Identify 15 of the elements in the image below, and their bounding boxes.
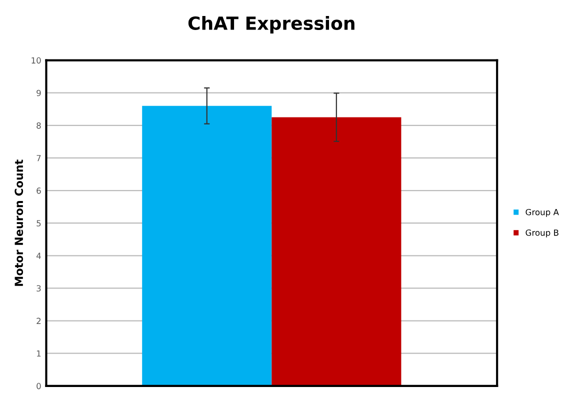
legend-label: Group B: [526, 230, 558, 238]
y-tick-label: 10: [32, 57, 41, 64]
y-tick-label: 9: [36, 90, 41, 96]
y-tick-label: 0: [36, 382, 41, 390]
y-tick-label: 2: [36, 318, 41, 324]
y-tick-label: 7: [36, 155, 41, 162]
y-tick-label: 6: [36, 188, 41, 194]
legend-label: Group A: [526, 208, 559, 217]
y-tick-label: 3: [36, 285, 41, 292]
y-tick-label: 5: [36, 220, 41, 226]
chart-title: ChAT Expression: [188, 16, 354, 34]
y-axis-title: Motor Neuron Count: [14, 160, 24, 286]
y-tick-label: 8: [36, 122, 41, 129]
y-tick-label: 1: [36, 350, 41, 357]
y-tick-label: 4: [36, 252, 41, 259]
